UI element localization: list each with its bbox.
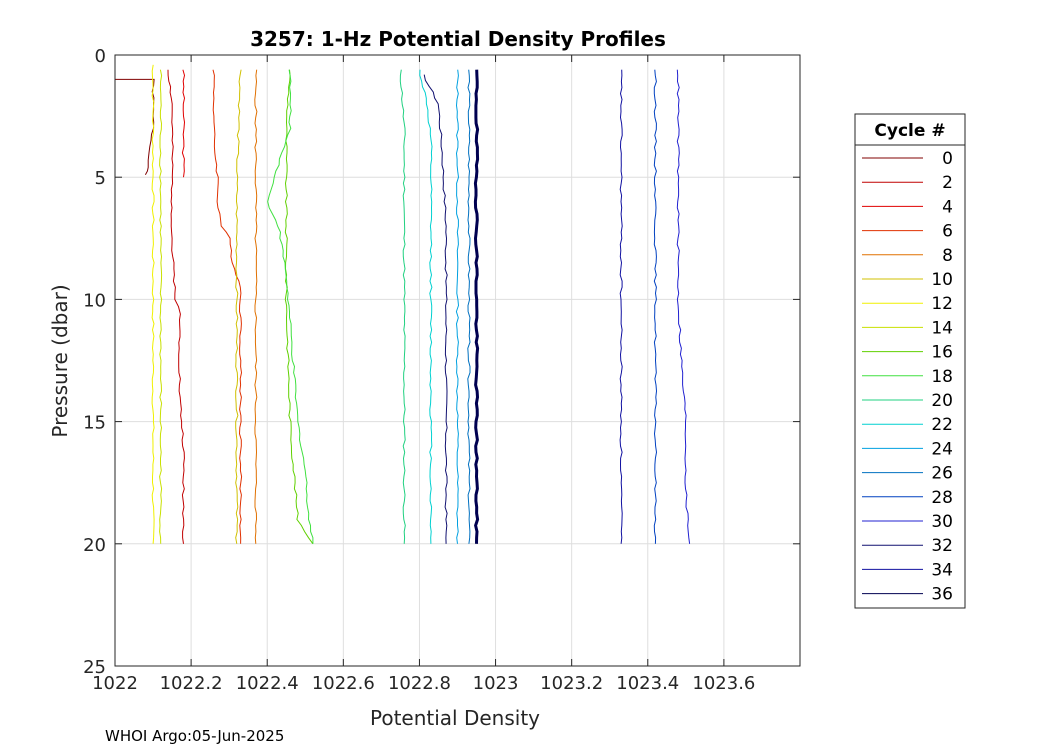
x-axis-title: Potential Density [370, 706, 540, 730]
x-tick-label: 1022 [92, 673, 138, 694]
legend-label-cycle-2: 2 [942, 173, 953, 193]
legend-label-cycle-10: 10 [931, 270, 953, 290]
y-tick-label: 5 [95, 168, 106, 189]
y-tick-label: 0 [95, 46, 106, 67]
legend-label-cycle-4: 4 [942, 197, 953, 217]
series-line-cycle-0 [115, 78, 155, 176]
y-axis-title: Pressure (dbar) [48, 284, 72, 437]
series-line-cycle-8 [254, 69, 258, 544]
series-line-cycle-18 [267, 69, 314, 544]
chart-title: 3257: 1-Hz Potential Density Profiles [250, 27, 666, 51]
legend-label-cycle-18: 18 [931, 367, 953, 387]
x-tick-label: 1023.6 [692, 673, 755, 694]
legend-title: Cycle # [874, 121, 945, 141]
legend-label-cycle-32: 32 [931, 536, 953, 556]
series-lines [115, 64, 691, 545]
series-line-cycle-34 [619, 69, 623, 544]
legend-label-cycle-12: 12 [931, 294, 953, 314]
legend-label-cycle-28: 28 [931, 488, 953, 508]
series-line-cycle-6 [212, 69, 243, 544]
series-line-cycle-28 [653, 69, 658, 544]
series-line-cycle-10 [235, 69, 242, 544]
x-tick-label: 1023.2 [540, 673, 603, 694]
legend-label-cycle-34: 34 [931, 560, 953, 580]
series-line-cycle-2 [167, 69, 185, 544]
x-tick-label: 1022.4 [236, 673, 299, 694]
legend-label-cycle-16: 16 [931, 343, 953, 363]
series-line-cycle-12 [151, 64, 155, 544]
series-line-cycle-32 [423, 74, 448, 544]
legend: Cycle # 02468101214161820222426283032343… [854, 113, 966, 609]
series-line-cycle-20 [399, 69, 406, 544]
legend-label-cycle-26: 26 [931, 464, 953, 484]
legend-label-cycle-0: 0 [942, 149, 953, 169]
series-line-cycle-30 [676, 69, 691, 544]
legend-label-cycle-6: 6 [942, 222, 953, 242]
plot-frame [114, 54, 801, 667]
legend-box [854, 113, 966, 609]
y-tick-label: 10 [83, 290, 106, 311]
series-line-cycle-14 [159, 69, 163, 544]
legend-label-cycle-14: 14 [931, 318, 953, 338]
legend-label-cycle-24: 24 [931, 439, 953, 459]
legend-label-cycle-22: 22 [931, 415, 953, 435]
footer-credit: WHOI Argo:05-Jun-2025 [105, 727, 284, 745]
legend-label-cycle-30: 30 [931, 512, 953, 532]
x-tick-label: 1022.2 [160, 673, 223, 694]
x-tick-label: 1023 [473, 673, 519, 694]
series-line-cycle-24 [455, 69, 460, 544]
x-tick-label: 1023.4 [616, 673, 679, 694]
series-line-cycle-36 [473, 69, 480, 544]
series-line-cycle-4 [181, 69, 186, 178]
legend-label-cycle-8: 8 [942, 246, 953, 266]
series-line-cycle-16 [284, 69, 314, 545]
series-line-cycle-22 [419, 69, 433, 544]
series-line-cycle-26 [467, 69, 471, 544]
legend-label-cycle-36: 36 [931, 585, 953, 605]
legend-label-cycle-20: 20 [931, 391, 953, 411]
y-tick-label: 15 [83, 413, 106, 434]
y-tick-label: 20 [83, 535, 106, 556]
axis-ticks: 1022 1022.2 1022.4 1022.6 1022.8 1023 1023.2 10… [83, 46, 800, 694]
x-tick-label: 1022.8 [388, 673, 451, 694]
y-tick-label: 25 [83, 657, 106, 678]
x-tick-label: 1022.6 [312, 673, 375, 694]
